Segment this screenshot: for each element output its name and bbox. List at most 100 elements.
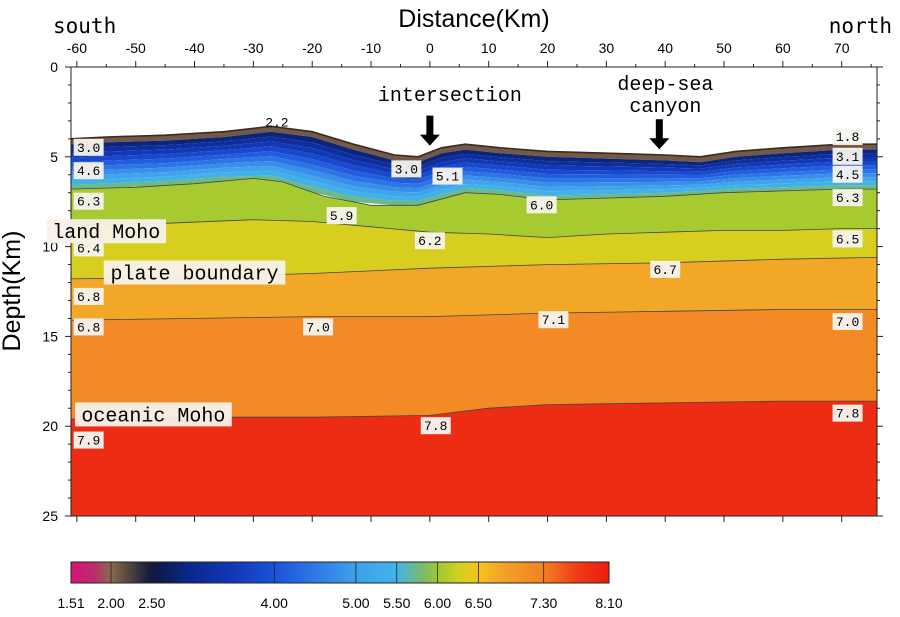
velocity-label-box [73,192,104,210]
velocity-label-box [832,313,863,331]
interface-labels: land Moho plate boundary oceanic Moho [46,219,286,428]
interface-label: oceanic Moho [81,405,225,428]
velocity-label: 2.2 [265,116,288,131]
velocity-label: 6.7 [654,263,677,278]
colorbar-tick-label: 7.30 [530,595,557,611]
y-tick-label: 15 [42,328,58,344]
velocity-label: 7.0 [836,315,859,330]
velocity-label: 6.0 [530,198,553,213]
6-0-contour-line [70,177,877,206]
velocity-labels: 2.2 3.0 1.8 3.0 5.1 3.1 4.6 4.5 6.3 6.3 5.9 6.0 6.4 6… [73,116,863,449]
velocity-label-box [432,167,463,185]
interface-label-box [103,260,286,285]
x-tick-label: -60 [67,40,87,56]
upper-crust-band [71,170,877,201]
colorbar-tick-label: 1.51 [57,595,84,611]
x-tick-label: 30 [599,40,615,56]
y-tick-label: 0 [50,59,58,75]
6-9-contour-line [70,309,877,321]
velocity-label: 6.8 [77,320,100,335]
interface-lines [70,125,878,420]
velocity-label-box [326,207,357,225]
interface-label-box [74,402,232,427]
velocity-label-box [832,189,863,207]
velocity-label-box [391,160,422,178]
velocity-label: 7.9 [77,434,100,449]
interface-label-box [46,219,167,244]
annotation-text: deep-sea [617,74,713,97]
velocity-label-box [832,165,863,183]
x-tick-label: -40 [184,40,204,56]
velocity-label: 3.0 [77,141,100,156]
velocity-label: 7.1 [542,313,566,328]
land-moho-line [70,219,877,239]
colorbar-tick-label: 5.50 [383,595,410,611]
plot-frame [70,66,878,517]
y-tick-label: 20 [42,418,58,434]
velocity-label-box [832,128,863,146]
velocity-label: 3.1 [836,150,860,165]
x-tick-label: 10 [481,40,497,56]
velocity-label: 5.1 [436,170,460,185]
x-tick-label: -30 [243,40,263,56]
velocity-label-box [832,230,863,248]
velocity-label: 5.9 [330,209,353,224]
x-tick-label: 60 [775,40,791,56]
oceanic-moho-line [70,400,877,420]
colorbar-ticks: 1.51 2.00 2.50 4.00 5.00 5.50 6.00 6.50 7.30 8.10 [57,562,623,611]
x-tick-label: 50 [716,40,732,56]
upper-crust-band [71,175,877,206]
colorbar-tick-label: 6.50 [465,595,492,611]
velocity-label-box [420,417,451,435]
velocity-label: 6.8 [77,290,100,305]
velocity-label: 6.5 [836,232,859,247]
interface-label: land Moho [52,222,160,245]
y-tick-label: 5 [50,149,58,165]
upper-crust-band [71,151,877,184]
colorbar-tick-label: 8.10 [595,595,622,611]
seafloor-line [70,125,877,158]
velocity-label: 7.0 [306,320,329,335]
velocity-label-box [303,318,334,336]
annotation-text: canyon [629,96,701,119]
velocity-label-box [832,404,863,422]
middle-crust-band [71,178,877,238]
y-tick-label: 25 [42,508,58,524]
lower-oceanic-band [71,309,877,419]
mantle-band [71,401,877,516]
arrow-icon [419,115,440,146]
velocity-label-box [73,287,104,305]
velocity-label-box [414,232,445,250]
velocity-label-box [832,147,863,165]
colorbar-tick-label: 2.00 [97,595,124,611]
colorbar-tick-label: 2.50 [138,595,165,611]
velocity-label: 3.0 [395,162,418,177]
upper-crust-band [71,161,877,193]
velocity-label: 4.6 [77,164,100,179]
velocity-label-box [73,138,104,156]
velocity-label-box [650,260,681,278]
interface-label: plate boundary [111,264,279,287]
velocity-label: 1.8 [836,130,859,145]
upper-crust-band [71,165,877,197]
velocity-label: 7.8 [424,419,447,434]
velocity-label: 6.3 [836,191,859,206]
velocity-label: 6.4 [77,241,101,256]
x-tick-label: -50 [126,40,146,56]
velocity-label: 6.2 [418,234,441,249]
colorbar-tick-label: 4.00 [261,595,288,611]
north-label: north [829,14,892,38]
annotation-text: intersection [378,85,522,108]
velocity-label-box [73,162,104,180]
colorbar-tick-label: 5.00 [342,595,369,611]
velocity-label-box [73,431,104,449]
velocity-label: 4.5 [836,168,859,183]
velocity-label-box [538,311,569,329]
colorbar-tick-label: 6.00 [424,595,451,611]
velocity-label-box [73,239,104,257]
velocity-label-box [73,318,104,336]
above-seafloor [71,67,877,157]
velocity-label: 6.3 [77,195,100,210]
